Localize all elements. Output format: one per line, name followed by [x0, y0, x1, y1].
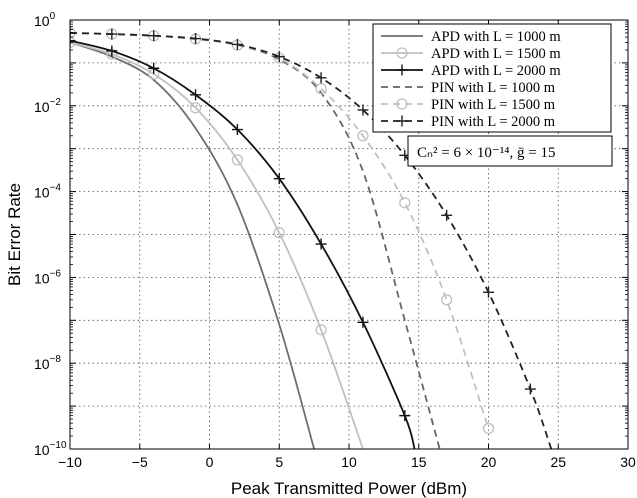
data-point-plus	[399, 410, 411, 422]
data-point-circle	[273, 227, 285, 239]
series-1	[70, 41, 315, 449]
y-tick-exponent: −10	[50, 440, 67, 451]
y-tick-exponent: −2	[50, 97, 62, 108]
data-point-plus	[148, 62, 160, 74]
x-tick-label: 5	[275, 454, 283, 470]
y-tick-base: 10	[34, 356, 50, 372]
data-point-plus	[483, 286, 494, 298]
legend-label: PIN with L = 1500 m	[431, 97, 556, 113]
x-axis-label: Peak Transmitted Power (dBm)	[231, 479, 467, 498]
data-point-plus	[70, 35, 76, 47]
y-tick-label: 100	[34, 11, 56, 29]
x-tick-label: 25	[550, 454, 566, 470]
data-point-plus	[315, 238, 327, 250]
data-point-circle	[399, 197, 411, 209]
legend-frame	[372, 23, 612, 133]
y-tick-exponent: 0	[50, 11, 56, 22]
data-point-circle	[189, 102, 202, 114]
legend-item: APD with L = 2000 m	[381, 63, 561, 79]
series-3	[70, 35, 416, 449]
data-point-plus	[148, 30, 160, 42]
series-line	[70, 39, 416, 449]
x-tick-label: −10	[58, 454, 82, 470]
annotation-box: Cₙ² = 6 × 10⁻¹⁴, ḡ = 15	[407, 135, 613, 167]
annotation-frame	[407, 135, 613, 167]
data-point-circle	[357, 130, 369, 142]
data-point-plus	[396, 64, 408, 76]
legend-item: PIN with L = 2000 m	[381, 114, 556, 130]
series-line	[70, 41, 315, 449]
legend-item: APD with L = 1000 m	[381, 29, 561, 45]
y-tick-label: 10−10	[34, 440, 67, 458]
x-tick-label: 30	[620, 454, 636, 470]
data-point-plus	[357, 316, 369, 328]
data-point-plus	[273, 173, 285, 185]
legend-label: APD with L = 1000 m	[431, 29, 561, 45]
data-point-circle	[396, 98, 408, 110]
x-tick-label: 15	[411, 454, 427, 470]
series-line	[70, 32, 553, 449]
data-point-circle	[482, 422, 495, 435]
y-tick-label: 10−8	[34, 354, 61, 372]
series-6	[70, 27, 553, 449]
series-line	[70, 41, 364, 449]
y-tick-exponent: −4	[50, 183, 62, 194]
legend-item: APD with L = 1500 m	[381, 46, 561, 62]
y-axis-label: Bit Error Rate	[5, 183, 24, 286]
annotation-text: Cₙ² = 6 × 10⁻¹⁴, ḡ = 15	[417, 145, 556, 161]
y-tick-base: 10	[34, 99, 50, 115]
x-tick-label: −5	[132, 454, 148, 470]
data-point-plus	[396, 115, 408, 127]
y-tick-exponent: −8	[50, 354, 62, 365]
data-point-plus	[106, 45, 118, 57]
legend-item: PIN with L = 1500 m	[381, 97, 556, 113]
y-tick-base: 10	[34, 185, 50, 201]
legend-label: PIN with L = 1000 m	[431, 80, 556, 96]
data-point-plus	[70, 27, 76, 39]
data-point-circle	[440, 294, 453, 306]
y-tick-label: 10−4	[34, 183, 61, 201]
y-tick-label: 10−6	[34, 268, 61, 286]
data-point-plus	[231, 38, 243, 50]
data-point-circle	[315, 324, 327, 336]
data-point-plus	[231, 124, 243, 136]
data-point-plus	[190, 89, 202, 101]
legend-label: PIN with L = 2000 m	[431, 114, 556, 130]
data-point-plus	[106, 28, 118, 40]
y-tick-label: 10−2	[34, 97, 61, 115]
data-point-circle	[396, 47, 408, 59]
data-point-plus	[357, 104, 369, 116]
x-tick-label: 0	[206, 454, 214, 470]
series-layer	[70, 27, 553, 449]
legend-label: APD with L = 1500 m	[431, 46, 561, 62]
data-point-plus	[524, 383, 536, 395]
data-point-circle	[315, 83, 327, 95]
y-tick-base: 10	[34, 13, 50, 29]
x-tick-label: 10	[341, 454, 357, 470]
data-point-plus	[315, 72, 327, 84]
legend-item: PIN with L = 1000 m	[381, 80, 556, 96]
y-tick-base: 10	[34, 270, 50, 286]
axis-ticks: −10 −5 0 5 10 15 20 25 3010010−210−410−610−810−1…	[34, 11, 636, 470]
y-tick-base: 10	[34, 442, 50, 458]
data-point-plus	[441, 209, 453, 221]
x-tick-label: 20	[481, 454, 497, 470]
data-point-plus	[273, 51, 285, 63]
data-point-plus	[190, 33, 202, 45]
data-point-circle	[231, 154, 244, 166]
y-tick-exponent: −6	[50, 268, 62, 279]
legend-label: APD with L = 2000 m	[431, 63, 561, 79]
